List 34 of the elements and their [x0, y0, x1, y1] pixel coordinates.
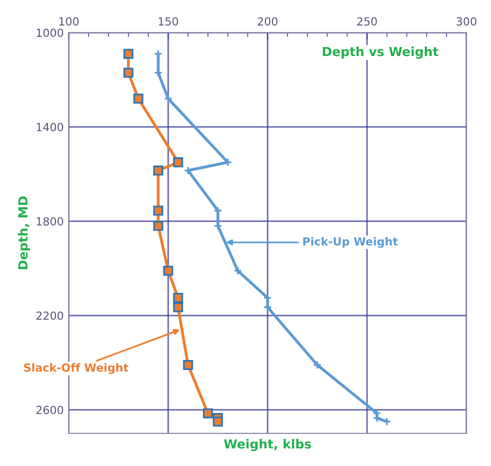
point [233, 266, 242, 276]
point [212, 416, 223, 427]
point [153, 166, 164, 176]
point [164, 94, 172, 103]
point [153, 206, 164, 216]
x-tick-label: 150 [158, 17, 178, 26]
point [133, 94, 144, 104]
point [224, 158, 232, 167]
x-tick-label: 300 [456, 17, 476, 26]
annotation: Slack-Off Weight [24, 363, 128, 374]
x-tick-label: 200 [258, 17, 278, 26]
point [173, 292, 184, 303]
y-tick-label: 1000 [36, 28, 64, 37]
y-tick-label: 1800 [36, 217, 64, 226]
point [202, 408, 213, 418]
y-tick-label: 2200 [36, 311, 64, 320]
point [173, 302, 184, 312]
point [163, 266, 174, 276]
y-axis-title: Depth, MD [18, 196, 30, 270]
point [123, 48, 134, 59]
x-axis-title: Weight, klbs [224, 438, 312, 452]
text: Depth vs Weight [322, 46, 438, 59]
point [153, 220, 164, 231]
y-tick-label: 2600 [36, 406, 64, 414]
x-tick-label: 250 [357, 17, 377, 26]
y-tick-label: 1400 [36, 122, 64, 132]
point [173, 157, 184, 168]
point [183, 360, 194, 370]
point [184, 166, 192, 175]
x-tick-label: 100 [59, 17, 79, 26]
point [382, 417, 392, 426]
point [313, 360, 322, 370]
annotation: Pick-Up Weight [303, 237, 398, 248]
point [123, 68, 134, 78]
